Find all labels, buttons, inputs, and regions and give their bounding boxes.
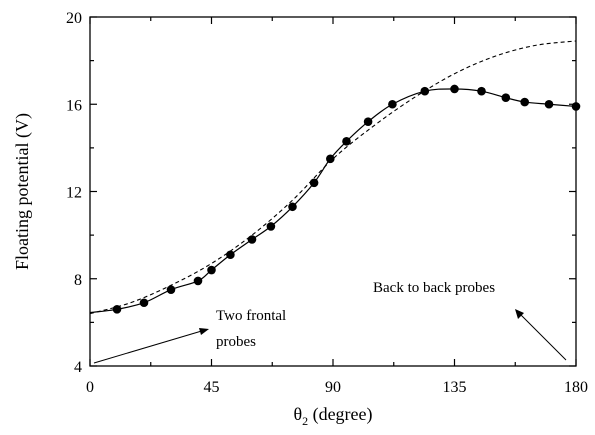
x-tick-label: 0 (86, 379, 94, 396)
y-tick-label: 4 (74, 359, 82, 376)
x-axis-symbol: θ (293, 404, 302, 424)
annotation-two-frontal-arrow (93, 329, 206, 364)
data-point (420, 86, 430, 96)
x-tick-label: 180 (564, 379, 588, 396)
x-axis-unit: (degree) (308, 404, 372, 425)
data-point (520, 97, 529, 107)
data-point (207, 265, 216, 275)
data-point (477, 86, 486, 96)
y-tick-label: 16 (66, 97, 82, 114)
dashed-series-line (89, 40, 577, 315)
data-point (193, 276, 203, 286)
data-point (388, 99, 397, 109)
annotation-two-frontal-arrowhead (199, 328, 209, 335)
annotation-two-frontal-line-2: probes (216, 334, 256, 350)
data-point (266, 222, 276, 231)
data-point (326, 154, 335, 164)
data-point (288, 202, 297, 212)
y-tick-label: 8 (74, 272, 82, 289)
y-tick-label: 12 (66, 185, 82, 202)
data-point (363, 117, 373, 126)
data-point (501, 93, 511, 103)
data-point (571, 102, 581, 111)
data-point (139, 298, 149, 308)
annotation-back-to-back-line-1: Back to back probes (373, 280, 495, 296)
x-axis-title: θ2 (degree) (293, 404, 372, 428)
x-tick-label: 135 (443, 379, 467, 396)
y-tick-label: 20 (66, 10, 82, 27)
annotation-back-to-back-arrow (518, 312, 567, 361)
x-tick-label: 45 (204, 379, 220, 396)
solid-series-line (89, 88, 577, 314)
data-point (309, 178, 319, 188)
annotation-back-to-back-arrowhead (515, 309, 524, 319)
x-tick-labels: 0 45 90 135 180 (86, 379, 588, 396)
y-tick-labels: 4 8 12 16 20 (66, 10, 82, 376)
plot-frame (89, 16, 577, 367)
annotation-layer: Two frontal probes Back to back probes (93, 280, 567, 364)
data-point (247, 235, 257, 244)
data-point (342, 137, 351, 146)
data-point (112, 304, 122, 314)
x-axis-subscript: 2 (302, 414, 308, 428)
data-point (544, 99, 554, 109)
x-tick-label: 90 (325, 379, 341, 396)
annotation-two-frontal-line-1: Two frontal (216, 308, 286, 324)
data-point (450, 84, 459, 94)
series-layer (89, 40, 581, 315)
axis-ticks (89, 16, 577, 367)
data-point (166, 285, 176, 294)
y-axis-title: Floating potential (V) (12, 113, 33, 270)
annotation-back-to-back-probes: Back to back probes (373, 280, 495, 296)
annotation-two-frontal-probes: Two frontal probes (216, 308, 290, 350)
data-point (226, 250, 235, 260)
